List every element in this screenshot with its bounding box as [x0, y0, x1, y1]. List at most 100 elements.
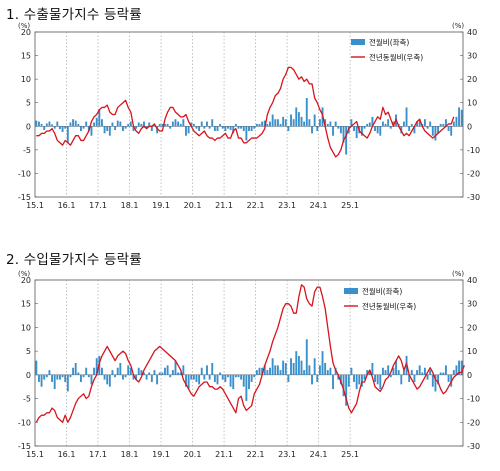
bar: [72, 367, 75, 375]
bar: [282, 360, 285, 375]
left-axis-unit: (%): [18, 22, 30, 30]
bar: [85, 367, 88, 375]
bar: [116, 367, 119, 375]
bar: [145, 374, 148, 380]
bar: [405, 107, 408, 127]
bar: [334, 121, 337, 127]
bar: [261, 121, 264, 127]
bar: [402, 370, 405, 375]
bar: [253, 374, 256, 378]
x-tick-label: 20.1: [184, 450, 202, 459]
bar: [389, 126, 392, 129]
chart-title: 2. 수입물가지수 등락률: [6, 252, 142, 268]
bar: [208, 126, 211, 129]
bar: [195, 374, 198, 382]
bar: [269, 367, 271, 375]
bar: [282, 116, 285, 127]
left-tick-label: 0: [26, 122, 31, 131]
bar: [292, 119, 295, 127]
left-tick-label: 15: [21, 300, 31, 309]
bar: [253, 126, 256, 129]
bar: [345, 374, 348, 406]
bar: [156, 374, 159, 385]
bar: [255, 370, 258, 375]
bar: [389, 374, 392, 378]
bar: [227, 126, 229, 129]
bar: [376, 374, 379, 385]
bar: [137, 367, 140, 375]
left-tick-label: 5: [26, 99, 31, 108]
bar: [66, 374, 69, 392]
bar: [455, 365, 458, 375]
bar: [229, 126, 232, 131]
bar: [45, 123, 48, 127]
bar: [232, 374, 235, 390]
bar: [408, 374, 411, 382]
bar: [311, 374, 313, 385]
bar: [439, 123, 442, 127]
bar: [58, 126, 61, 130]
bar: [216, 126, 219, 131]
bar: [51, 374, 54, 382]
bar: [248, 126, 250, 131]
right-tick-label: 20: [467, 323, 477, 332]
bar: [360, 126, 363, 136]
bar: [213, 126, 216, 131]
bar: [234, 374, 237, 378]
bar: [274, 119, 277, 127]
bar: [106, 126, 109, 131]
right-tick-label: 40: [467, 28, 477, 37]
x-tick-label: 18.1: [121, 450, 139, 459]
bar: [35, 120, 38, 127]
bar: [458, 360, 461, 375]
bar: [72, 119, 75, 127]
bar: [35, 360, 38, 375]
bar: [242, 374, 245, 387]
bar: [150, 374, 153, 382]
bar: [61, 374, 64, 378]
legend-line-label: 전년동월비(우축): [369, 52, 423, 62]
bar: [221, 374, 224, 380]
bar: [303, 370, 306, 375]
bar: [171, 370, 174, 375]
bar: [80, 374, 82, 382]
bar: [114, 126, 117, 131]
bar: [43, 374, 46, 380]
left-tick-label: 20: [21, 28, 31, 37]
x-tick-label: 25.1: [341, 450, 359, 459]
bar: [263, 365, 266, 375]
bar: [69, 374, 72, 378]
bar: [313, 358, 316, 375]
bar: [423, 367, 426, 375]
bar: [397, 370, 400, 375]
x-tick-label: 18.1: [121, 201, 139, 210]
bar: [297, 112, 300, 127]
bar: [381, 121, 384, 127]
x-tick-label: 17.1: [89, 201, 107, 210]
bar: [43, 126, 46, 131]
bar: [316, 374, 319, 382]
left-tick-label: 15: [21, 52, 31, 61]
bar: [240, 374, 243, 380]
bar: [245, 126, 248, 141]
left-axis-unit: (%): [18, 270, 30, 278]
bar: [164, 367, 166, 375]
right-tick-label: 30: [467, 300, 477, 309]
bar: [429, 370, 432, 375]
bar: [206, 365, 208, 375]
x-tick-label: 16.1: [58, 450, 76, 459]
bar: [166, 123, 169, 127]
x-tick-label: 19.1: [152, 201, 170, 210]
legend-bar-swatch: [351, 39, 365, 45]
bar: [318, 119, 321, 127]
bar: [423, 119, 426, 127]
bar: [150, 126, 153, 131]
bar: [192, 374, 195, 380]
right-tick-label: 30: [467, 52, 477, 61]
bar: [161, 372, 164, 375]
bar: [431, 374, 434, 387]
bar: [182, 365, 185, 375]
bar: [410, 370, 413, 375]
bar: [177, 121, 180, 127]
bar: [122, 374, 124, 380]
